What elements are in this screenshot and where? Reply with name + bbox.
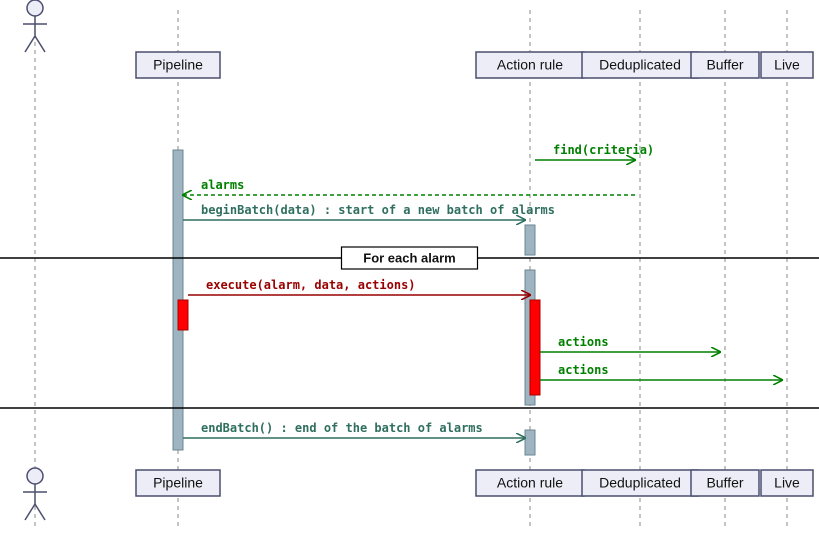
message-label-find: find(criteria) — [553, 143, 654, 157]
activation-pipeline_exec — [178, 300, 188, 330]
actor-bottom — [23, 468, 47, 520]
participant-pipeline: Pipeline — [136, 470, 220, 496]
participant-label-buffer: Buffer — [706, 57, 743, 73]
participant-label-action_rule: Action rule — [497, 475, 563, 491]
participant-live: Live — [761, 52, 813, 78]
activation-action_begin — [525, 225, 535, 255]
participant-deduplicated: Deduplicated — [582, 52, 698, 78]
participant-label-live: Live — [774, 57, 800, 73]
participant-buffer: Buffer — [691, 52, 759, 78]
participant-label-live: Live — [774, 475, 800, 491]
participant-pipeline: Pipeline — [136, 52, 220, 78]
participant-live: Live — [761, 470, 813, 496]
message-label-actions2: actions — [558, 363, 609, 377]
message-label-execute: execute(alarm, data, actions) — [206, 278, 416, 292]
divider-label: For each alarm — [363, 250, 456, 265]
activation-action_exec_red — [530, 300, 540, 395]
participant-label-buffer: Buffer — [706, 475, 743, 491]
participant-label-action_rule: Action rule — [497, 57, 563, 73]
participant-action_rule: Action rule — [476, 470, 584, 496]
message-label-alarms: alarms — [201, 178, 244, 192]
message-label-beginBatch: beginBatch(data) : start of a new batch … — [201, 203, 555, 217]
participant-label-deduplicated: Deduplicated — [599, 475, 681, 491]
message-label-endBatch: endBatch() : end of the batch of alarms — [201, 421, 483, 435]
sequence-diagram: For each alarm find(criteria) alarms begin… — [0, 0, 819, 544]
participant-label-pipeline: Pipeline — [153, 475, 203, 491]
participant-buffer: Buffer — [691, 470, 759, 496]
message-label-actions1: actions — [558, 335, 609, 349]
activation-action_end — [525, 430, 535, 455]
participant-deduplicated: Deduplicated — [582, 470, 698, 496]
participant-label-deduplicated: Deduplicated — [599, 57, 681, 73]
participant-label-pipeline: Pipeline — [153, 57, 203, 73]
participant-action_rule: Action rule — [476, 52, 584, 78]
